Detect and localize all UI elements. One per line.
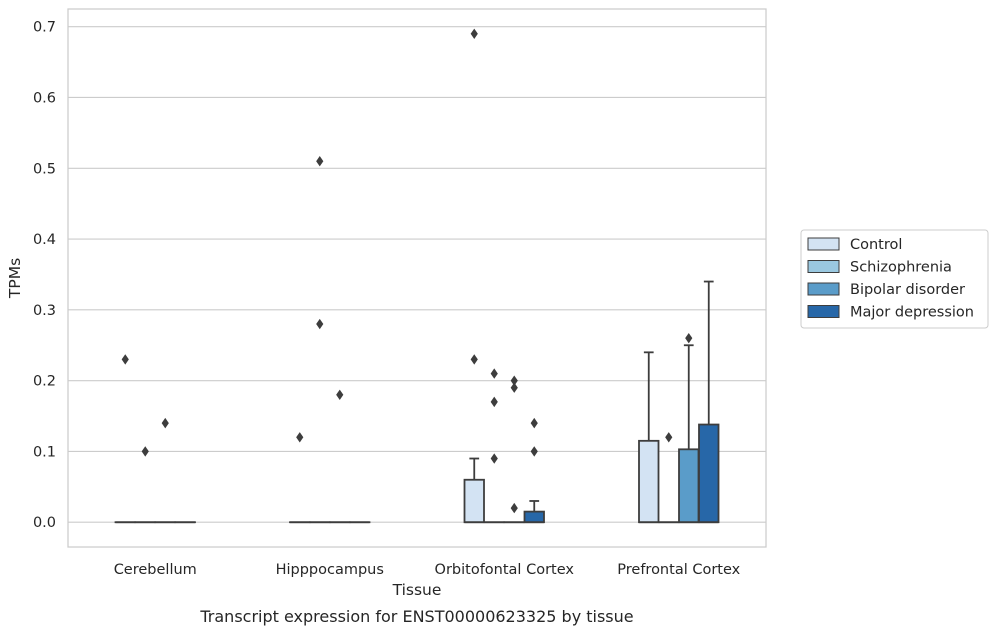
y-tick-label: 0.1 [33, 444, 56, 460]
box-control [463, 457, 485, 524]
y-tick-label: 0.6 [33, 90, 56, 106]
outlier-point [470, 28, 478, 39]
outlier-point [296, 432, 304, 443]
x-tick-label: Prefrontal Cortex [617, 562, 740, 578]
legend-label: Schizophrenia [850, 260, 952, 276]
legend-label: Control [850, 237, 902, 253]
y-axis-label: TPMs [6, 258, 24, 299]
outlier-point [316, 318, 324, 330]
y-tick-label: 0.5 [33, 161, 56, 177]
legend-swatch [807, 305, 840, 318]
legend: Control Schizophrenia Bipolar disorder Majo… [800, 229, 989, 329]
x-tick-labels: Cerebellum Hipppocampus Orbitofontal Corte… [114, 562, 741, 578]
outlier-point [316, 155, 324, 167]
outlier-point [490, 368, 498, 379]
legend-swatch [807, 260, 840, 273]
box-bipolar-disorder [678, 344, 700, 524]
box-body [638, 439, 660, 524]
chart-caption: Transcript expression for ENST0000062332… [199, 607, 633, 626]
box-major-depression [698, 280, 720, 524]
outlier-point [161, 417, 169, 429]
outlier-point [490, 453, 498, 464]
grid-lines [68, 26, 766, 523]
box-major-depression [523, 500, 545, 524]
box-body [698, 423, 720, 524]
y-tick-label: 0.0 [33, 515, 56, 531]
legend-label: Major depression [850, 305, 974, 321]
x-tick-label: Hipppocampus [276, 562, 384, 578]
box-body [463, 478, 485, 524]
outlier-points [121, 28, 693, 514]
outlier-point [510, 382, 518, 393]
y-tick-label: 0.3 [33, 303, 56, 319]
y-tick-labels: 0.0 0.1 0.2 0.3 0.4 0.5 0.6 0.7 [33, 20, 56, 532]
outlier-point [510, 502, 518, 514]
x-tick-label: Orbitofontal Cortex [435, 562, 575, 578]
boxes [114, 280, 720, 524]
y-tick-label: 0.7 [33, 20, 56, 36]
outlier-point [510, 375, 518, 386]
box-control [638, 351, 660, 524]
y-tick-label: 0.2 [33, 374, 56, 390]
legend-swatch [807, 282, 840, 296]
outlier-point [121, 354, 129, 365]
x-tick-label: Cerebellum [114, 562, 197, 578]
legend-frame [800, 229, 989, 329]
plot-frame [67, 8, 767, 548]
outlier-point [336, 389, 344, 401]
box-body [523, 510, 545, 524]
x-axis-label: Tissue [392, 581, 442, 599]
outlier-point [665, 432, 673, 443]
outlier-point [490, 396, 498, 408]
outlier-point [141, 446, 149, 457]
y-tick-label: 0.4 [33, 232, 56, 248]
outlier-point [685, 332, 693, 344]
legend-label: Bipolar disorder [850, 282, 965, 298]
outlier-point [530, 446, 538, 457]
outlier-point [470, 354, 478, 365]
legend-swatch [807, 237, 840, 251]
outlier-point [530, 417, 538, 429]
box-body [678, 448, 700, 524]
